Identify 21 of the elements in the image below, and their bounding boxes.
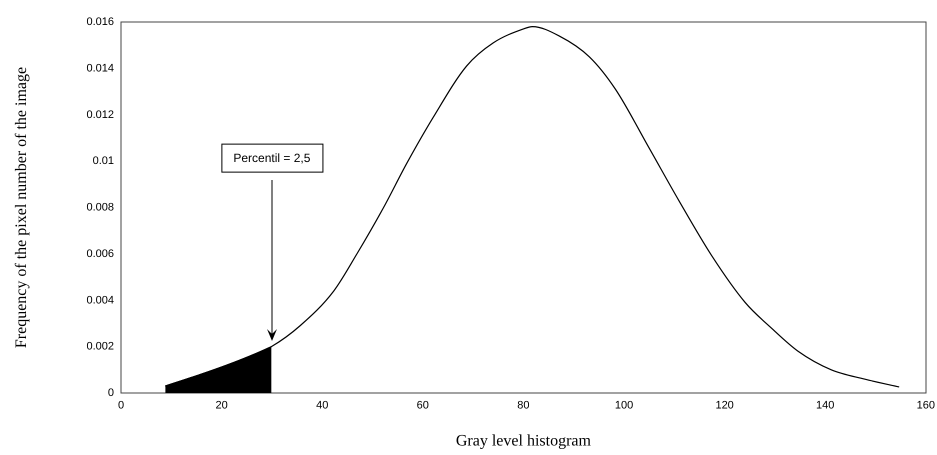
y-tick-label: 0.016 [86, 16, 114, 28]
x-tick-label: 60 [416, 400, 429, 412]
y-tick-label: 0.002 [86, 340, 114, 353]
x-tick-label: 80 [517, 400, 530, 412]
x-axis-title: Gray level histogram [456, 432, 592, 450]
x-tick-label: 40 [316, 400, 328, 412]
annotation: Percentil = 2,5 [233, 150, 311, 165]
x-tick-label: 100 [614, 400, 634, 412]
x-tick-label: 160 [916, 400, 936, 412]
y-tick-label: 0.006 [86, 248, 114, 260]
x-tick-label: 20 [215, 400, 228, 412]
y-tick-label: 0.014 [86, 62, 114, 74]
y-tick-label: 0 [108, 387, 114, 400]
y-tick-label: 0.01 [92, 155, 114, 168]
y-axis-title: Frequency of the pixel number of the image [12, 66, 30, 348]
x-tick-label: 120 [715, 400, 734, 412]
y-tick-label: 0.004 [86, 294, 114, 306]
y-tick-label: 0.008 [86, 202, 114, 214]
y-tick-label: 0.012 [86, 108, 114, 121]
x-tick-label: 140 [816, 400, 834, 412]
x-tick-label: 0 [118, 400, 124, 412]
